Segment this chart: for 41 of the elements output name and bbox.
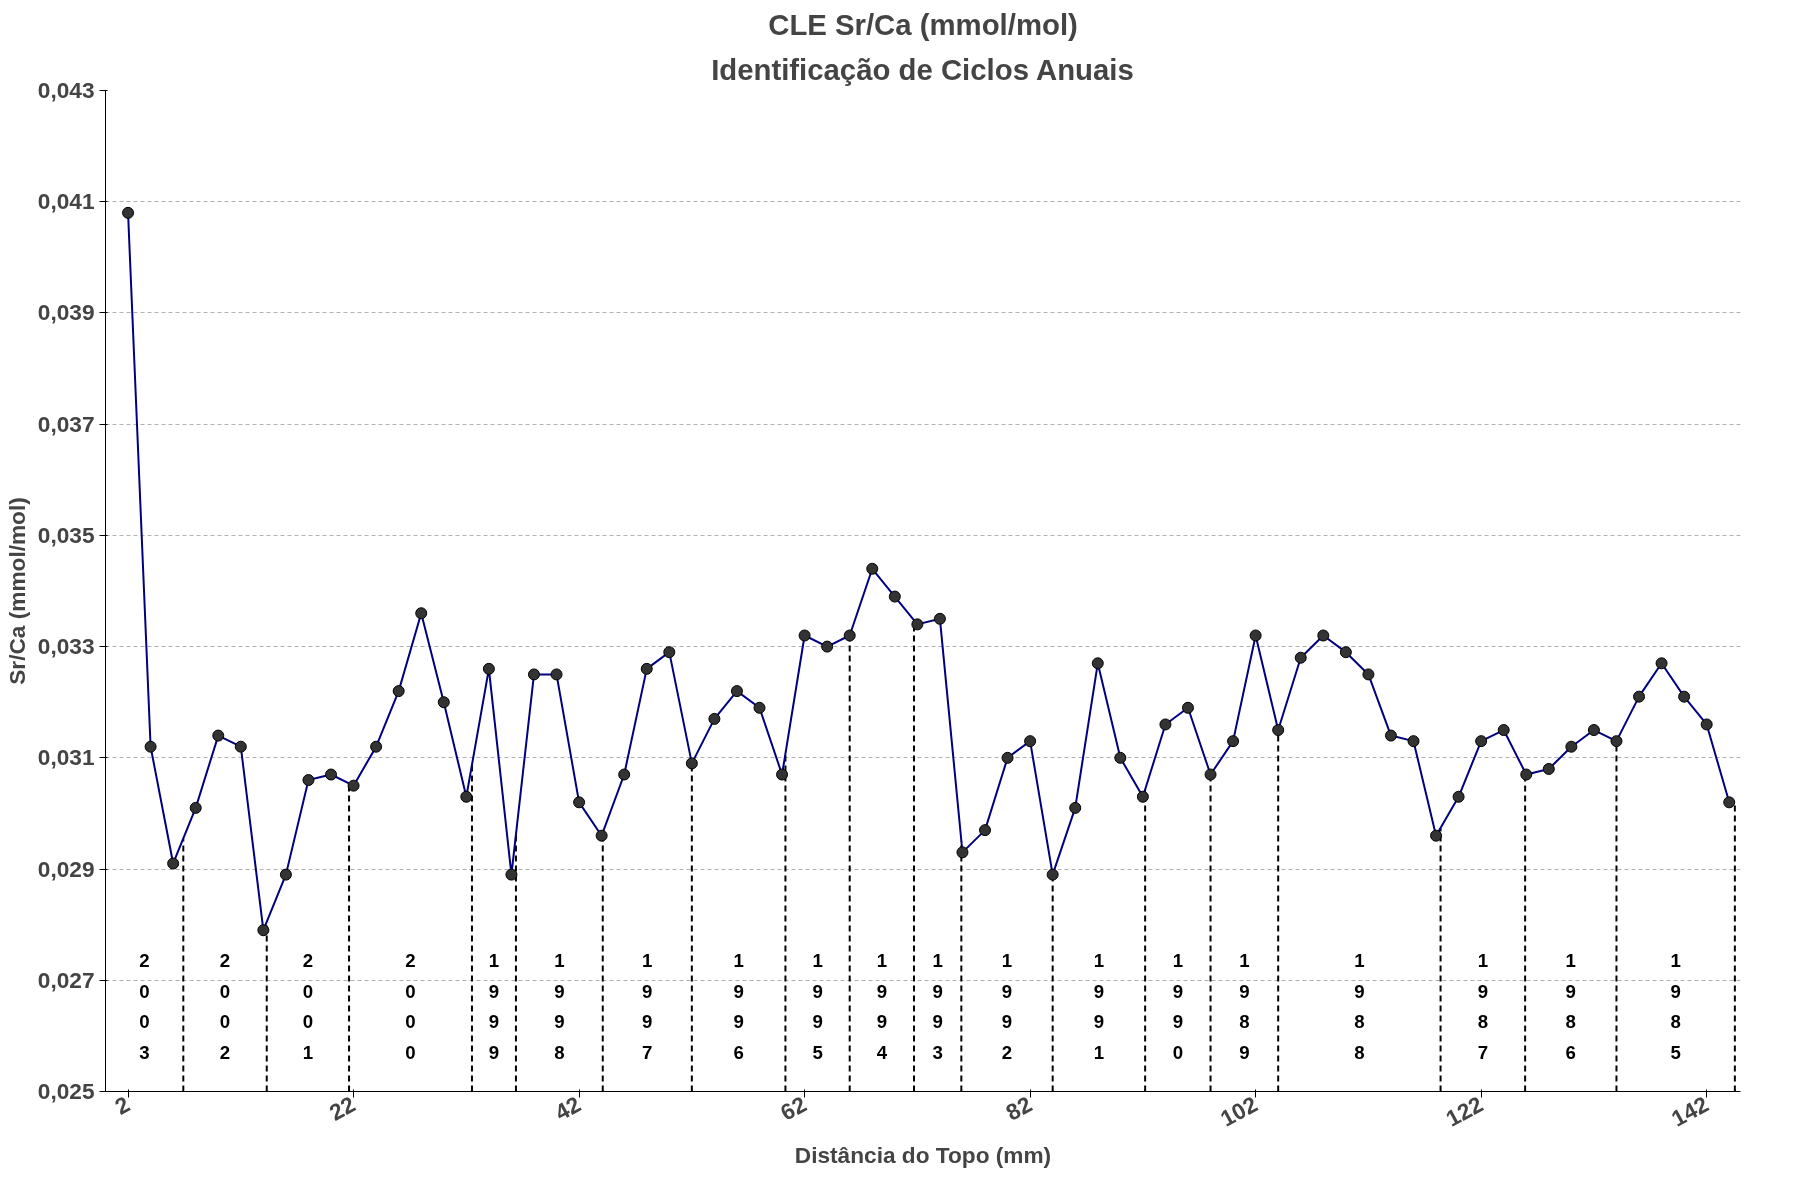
- y-axis-title: Sr/Ca (mmol/mol): [3, 497, 30, 685]
- annotation: 1991: [1093, 950, 1105, 1063]
- annotation: 2002: [219, 950, 231, 1063]
- annotation: 1990: [1172, 950, 1184, 1063]
- annotation: 1998: [554, 950, 565, 1063]
- annotation: 1988: [1354, 950, 1365, 1063]
- y-tick-label: 0,027: [37, 966, 95, 993]
- annotation: 1987: [1477, 950, 1489, 1063]
- annotation: 1986: [1565, 950, 1576, 1063]
- y-tick-label: 0,033: [37, 633, 95, 660]
- y-tick-label: 0,041: [37, 188, 95, 215]
- y-tick-label: 0,025: [37, 1078, 95, 1104]
- annotation: 1995: [812, 950, 823, 1063]
- y-tick-label: 0,029: [37, 855, 95, 882]
- annotation: 2001: [302, 950, 314, 1063]
- y-tick-label: 0,043: [37, 77, 95, 103]
- x-tick-label: 142: [1667, 1090, 1713, 1132]
- chart-title: CLE Sr/Ca (mmol/mol): [768, 7, 1078, 41]
- annotation: 2000: [405, 950, 416, 1063]
- x-tick-label: 2: [110, 1090, 135, 1120]
- y-tick-label: 0,037: [37, 410, 95, 437]
- x-tick-label: 82: [1001, 1090, 1037, 1126]
- x-tick-label: 102: [1215, 1090, 1262, 1132]
- annotation: 1997: [642, 950, 653, 1063]
- annotation: 1989: [1239, 950, 1250, 1063]
- annotation: 1993: [932, 950, 943, 1063]
- annotation: 1996: [733, 950, 744, 1063]
- x-tick-label: 122: [1441, 1090, 1488, 1132]
- y-tick-label: 0,039: [37, 299, 95, 326]
- y-tick-label: 0,031: [37, 744, 95, 771]
- annotation: 1994: [876, 950, 888, 1063]
- x-axis-title: Distância do Topo (mm): [794, 1141, 1052, 1168]
- x-tick-label: 22: [324, 1090, 360, 1126]
- annotation: 2003: [139, 950, 150, 1063]
- annotation: 1992: [1001, 950, 1013, 1063]
- chart-subtitle: Identificação de Ciclos Anuais: [711, 52, 1134, 86]
- x-tick-label: 42: [550, 1090, 586, 1126]
- y-tick-label: 0,035: [37, 521, 95, 548]
- annotation: 1985: [1670, 950, 1681, 1063]
- x-tick-label: 62: [776, 1090, 811, 1126]
- annotation: 1999: [488, 950, 500, 1063]
